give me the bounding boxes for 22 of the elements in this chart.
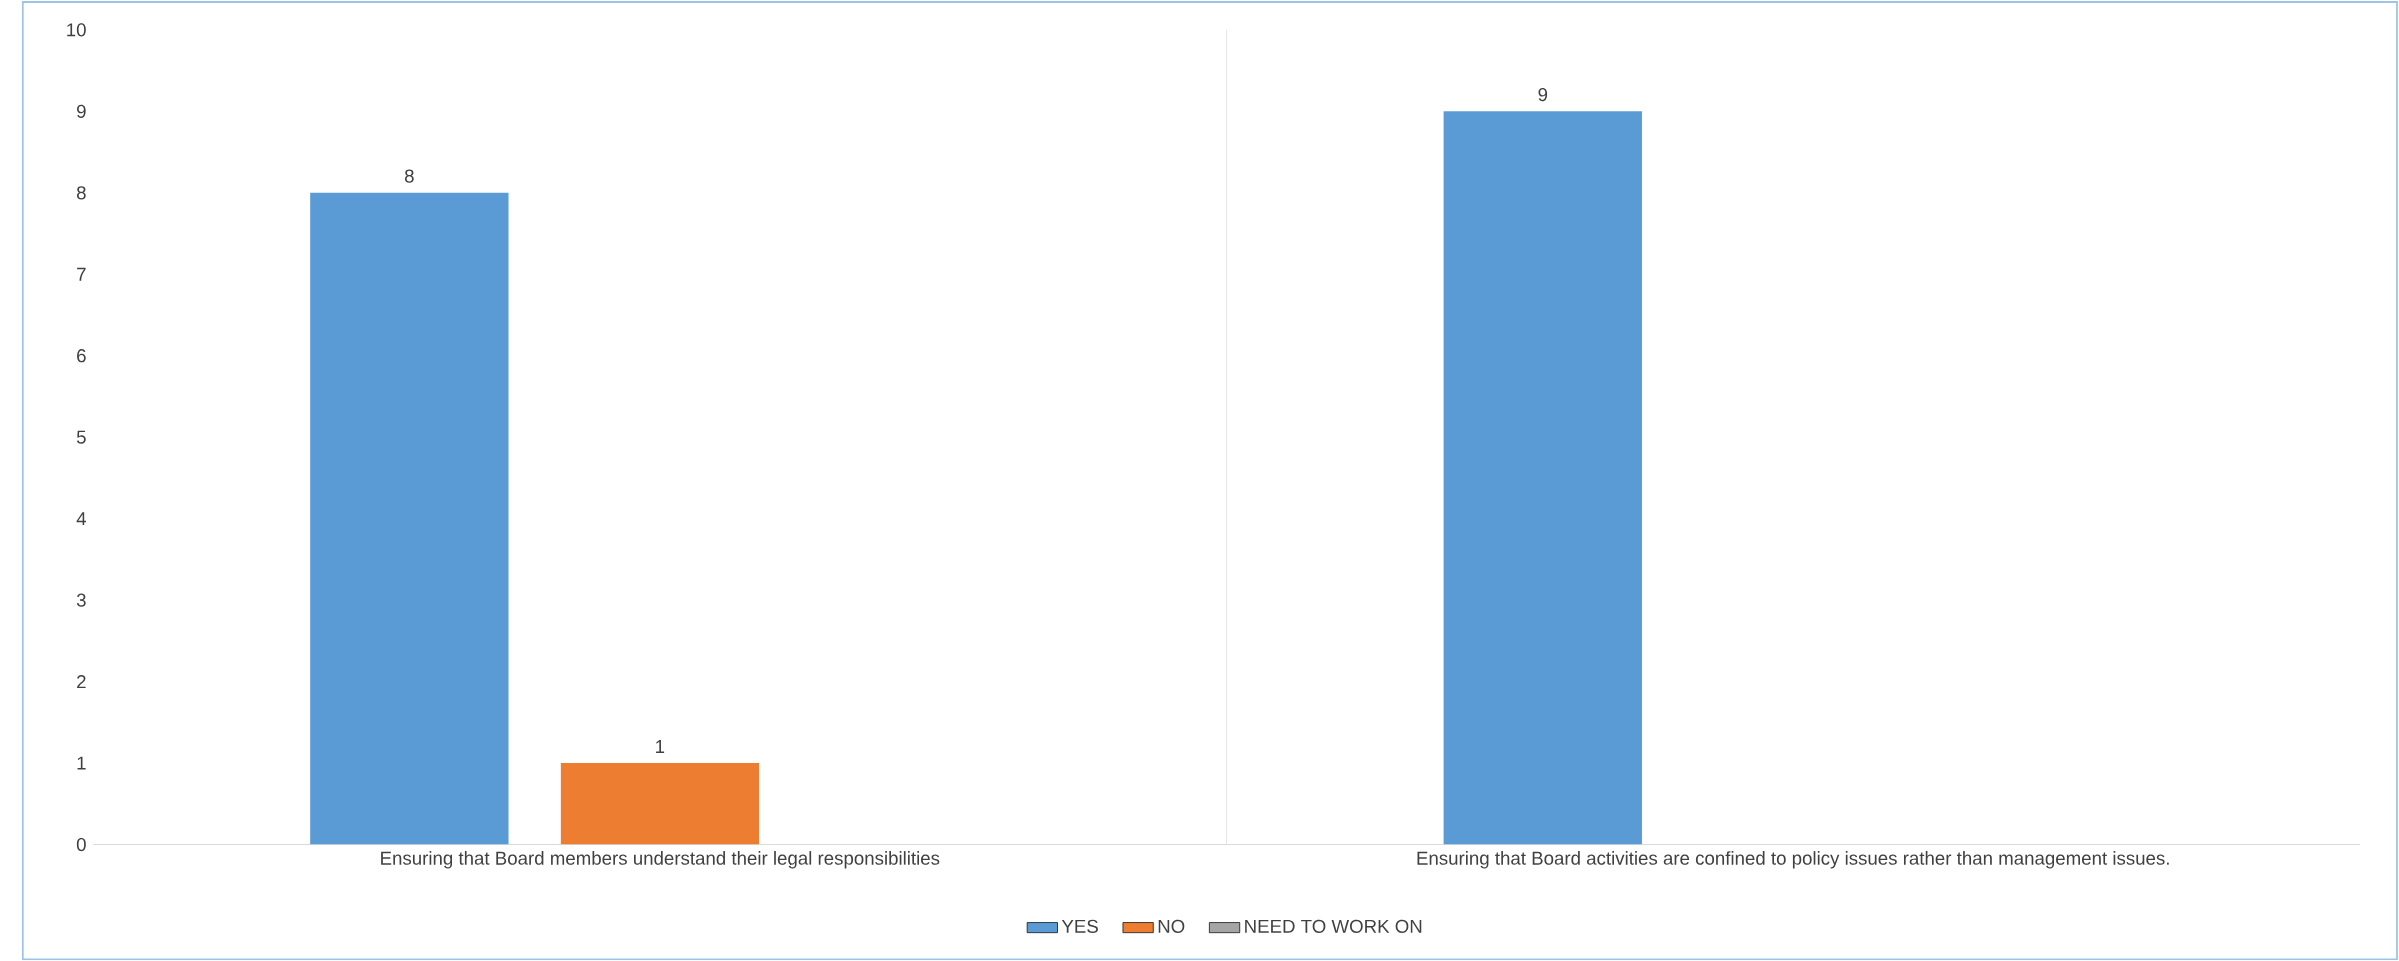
- x-tick-label: Ensuring that Board activities are confined to policy issues rather than management issues.: [1417, 850, 2169, 869]
- bar: [1443, 111, 1642, 845]
- y-tick-label: 3: [76, 593, 86, 607]
- y-tick-label: 4: [76, 512, 86, 525]
- bar: [560, 762, 760, 845]
- y-tick-label: 7: [77, 267, 86, 281]
- y-tick-label: 9: [77, 104, 86, 118]
- y-tick-label: 10: [67, 23, 86, 37]
- data-label: 1: [656, 739, 665, 753]
- y-tick-label: 8: [76, 185, 86, 200]
- y-tick-label: 1: [77, 756, 86, 770]
- y-tick-label: 5: [76, 430, 86, 444]
- y-tick-label: 0: [76, 837, 86, 851]
- data-label: 9: [1538, 87, 1548, 101]
- bar: [310, 192, 509, 845]
- legend-label: NEED TO WORK ON: [1245, 919, 1422, 933]
- y-tick-label: 2: [77, 674, 86, 688]
- x-tick-label: Ensuring that Board members understand their legal responsibilities: [381, 850, 940, 869]
- legend-label: NO: [1158, 919, 1185, 933]
- legend-label: YES: [1061, 919, 1098, 933]
- y-tick-label: 6: [77, 348, 86, 363]
- data-label: 8: [404, 169, 414, 183]
